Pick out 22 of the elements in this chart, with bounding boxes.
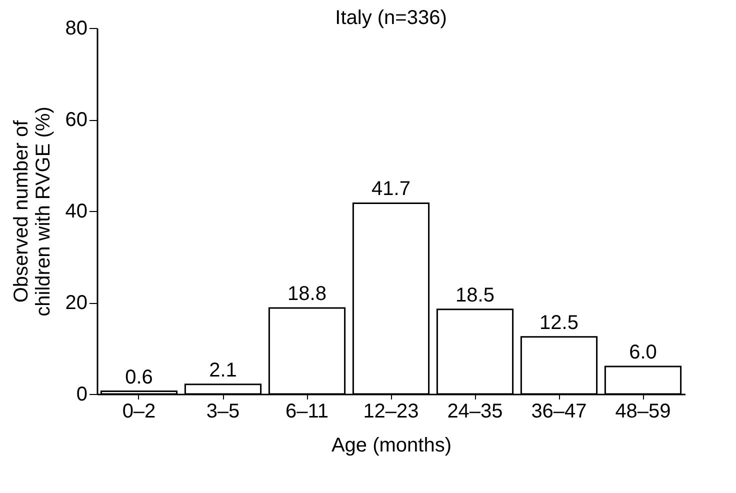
y-axis-title: Observed number of children with RVGE (%) (10, 106, 54, 316)
x-tick-label: 0–2 (122, 400, 156, 422)
data-label: 18.8 (288, 282, 326, 305)
x-tick-label: 12–23 (363, 400, 419, 422)
data-label: 18.5 (456, 284, 494, 306)
data-label: 6.0 (629, 342, 657, 364)
data-label: 0.6 (125, 366, 153, 388)
x-tick-label: 36–47 (531, 400, 587, 422)
data-label: 41.7 (372, 178, 410, 200)
data-label: 2.1 (209, 359, 237, 382)
y-tick-label: 80 (65, 18, 88, 40)
data-label: 12.5 (540, 312, 578, 334)
x-tick-label: 48–59 (615, 400, 671, 422)
x-tick-label: 6–11 (285, 400, 329, 422)
y-tick-label: 60 (65, 109, 88, 131)
x-axis-title: Age (months) (331, 434, 452, 456)
y-tick-label: 20 (65, 292, 88, 314)
chart-title: Italy (n=336) (335, 7, 447, 29)
y-tick-label: 40 (65, 200, 88, 222)
y-tick-label: 0 (76, 384, 88, 406)
x-tick-label: 3–5 (206, 400, 240, 422)
x-tick-label: 24–35 (447, 400, 503, 422)
